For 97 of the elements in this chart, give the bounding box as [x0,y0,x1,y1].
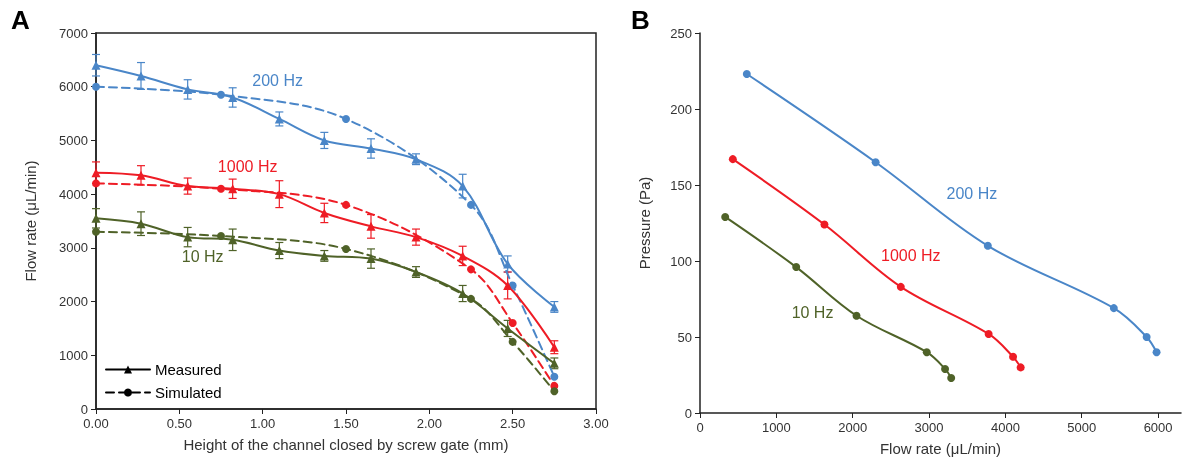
point [508,319,517,328]
point [721,212,730,221]
point [1016,363,1025,372]
point [896,282,905,291]
legend-label: Measured [155,361,222,378]
point [217,90,225,99]
point [1109,304,1118,313]
point [366,221,376,231]
point [1142,333,1151,341]
point [91,213,101,223]
series-label: 1000 Hz [217,158,278,176]
point [183,181,193,191]
x-tick-label: 6000 [1143,420,1173,435]
point [217,184,225,193]
y-tick-label: 250 [670,25,692,41]
point [941,364,950,373]
y-tick-label: 0 [80,401,88,417]
point [458,289,468,299]
point [342,114,350,123]
point [91,60,101,70]
point [183,84,193,94]
chart-title: A [11,5,30,35]
x-tick-label: 1.50 [333,416,359,431]
point [366,143,376,153]
series-label: 10 Hz [791,304,834,322]
point [550,372,559,381]
point [792,263,801,272]
x-axis-title: Height of the channel closed by screw gate (mm) [183,436,509,453]
point [411,232,421,242]
x-tick-label: 1000 [761,420,791,435]
point [820,220,829,229]
x-tick-label: 2.50 [500,416,526,431]
y-tick-label: 6000 [59,79,88,95]
point [183,232,193,242]
point [228,92,238,102]
x-tick-label: 2000 [838,420,868,435]
point [217,232,225,241]
point [342,244,350,253]
y-tick-label: 7000 [59,25,88,41]
x-tick-label: 0 [696,420,704,435]
point [922,348,931,357]
point [92,227,100,236]
point [319,135,329,145]
point [508,337,517,346]
point [728,155,737,164]
series-label: 10 Hz [181,248,224,266]
point [366,254,376,264]
point [983,241,992,250]
series-label: 200 Hz [946,185,998,203]
point [92,179,100,188]
series-label: 1000 Hz [881,247,941,265]
point [1009,352,1018,361]
x-tick-label: 0.50 [166,416,192,431]
point [274,246,284,256]
x-tick-label: 3.00 [583,416,609,431]
x-axis-title: Flow rate (μL/min) [879,440,1002,457]
x-tick-label: 1.00 [250,416,276,431]
point [503,280,513,290]
point [852,311,861,320]
point [742,70,751,79]
y-tick-label: 200 [670,101,692,117]
y-tick-label: 1000 [59,347,88,363]
point [342,200,350,209]
y-tick-label: 100 [670,253,692,269]
y-tick-label: 2000 [59,294,88,310]
y-tick-label: 50 [677,329,692,345]
point [92,82,100,91]
point [871,158,880,167]
point [91,168,101,178]
point [136,219,146,229]
point [1152,348,1161,357]
point [947,374,956,383]
legend-label: Simulated [155,384,222,401]
y-tick-label: 150 [670,177,692,193]
point [458,181,468,191]
y-axis-title: Pressure (Pa) [636,176,653,270]
point [984,329,993,338]
chart-title: B [631,5,650,35]
point [274,189,284,199]
point [550,387,559,396]
x-tick-label: 4000 [990,420,1020,435]
point [467,294,475,303]
point [503,323,513,333]
series-label: 200 Hz [252,71,304,89]
x-tick-label: 0.00 [83,416,109,431]
y-tick-label: 0 [684,405,692,421]
y-tick-label: 5000 [59,132,88,148]
point [136,71,146,81]
point [467,200,475,209]
y-tick-label: 3000 [59,240,88,256]
point [467,265,475,274]
x-tick-label: 3000 [914,420,944,435]
x-tick-label: 5000 [1067,420,1097,435]
x-tick-label: 2.00 [416,416,442,431]
point [136,170,146,180]
y-tick-label: 4000 [59,186,88,202]
y-axis-title: Flow rate (μL/min) [22,160,39,282]
